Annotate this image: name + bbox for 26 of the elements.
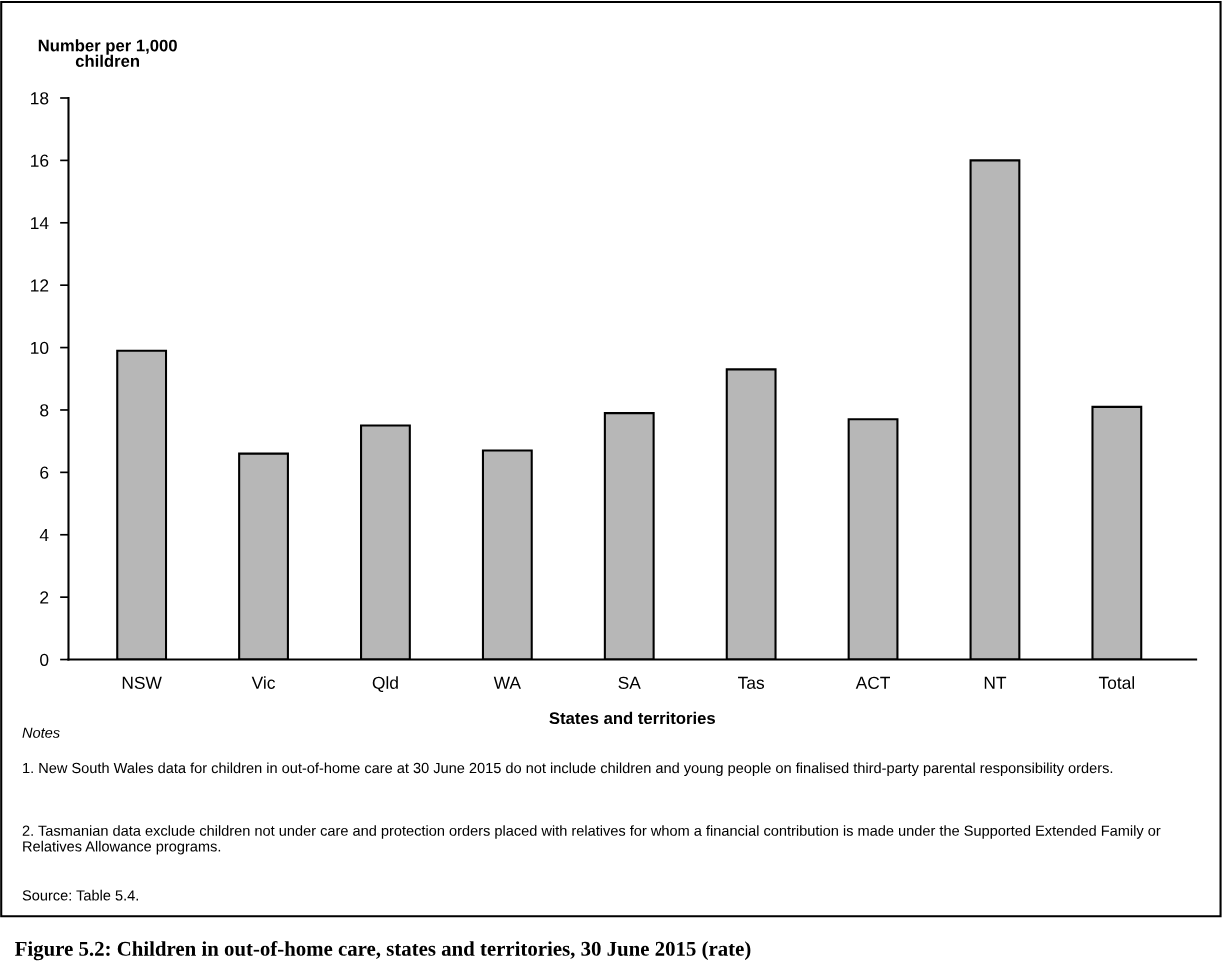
x-tick-label: Qld [372,676,398,693]
y-tick-label: 6 [40,466,49,479]
y-axis-title: Number per 1,000 children [38,39,177,67]
x-tick-label: WA [493,676,521,689]
y-tick-label: 4 [39,529,49,542]
text: Figure 5.2: Children in out-of-home care, states and territories, 30 June 2015 (rate) [15,940,751,961]
y-tick-label: 16 [31,154,49,167]
x-tick-label: Vic [251,676,275,689]
x-tick-label: Total [1098,676,1135,689]
y-tick-label: 12 [31,279,49,292]
y-tick-label: 8 [40,404,49,417]
text: 2. Tasmanian data exclude children not under care and protection orders placed with relatives for whom a financial contribution is made under the Supported Extended Family or Relatives Allowance programs. [22,825,1161,855]
text: 1. New South Wales data for children in out-of-home care at 30 June 2015 do not include children and young people on finalised third-party parental responsibility orders. [23,762,1113,777]
x-tick-label: Tas [738,676,765,689]
x-tick-label: ACT [855,676,891,689]
y-tick-label: 18 [31,92,49,105]
y-tick-label: 14 [31,217,49,230]
source-note: Source: Table 5.4. [22,889,138,901]
y-tick-label: 2 [40,591,49,604]
y-tick-label: 0 [40,653,49,666]
x-tick-label: NT [984,676,1007,689]
text: Notes [22,727,60,738]
x-axis-title: States and territories [549,711,715,725]
y-tick-label: 10 [31,341,49,355]
x-tick-label: SA [618,676,641,689]
x-tick-label: NSW [122,676,162,689]
